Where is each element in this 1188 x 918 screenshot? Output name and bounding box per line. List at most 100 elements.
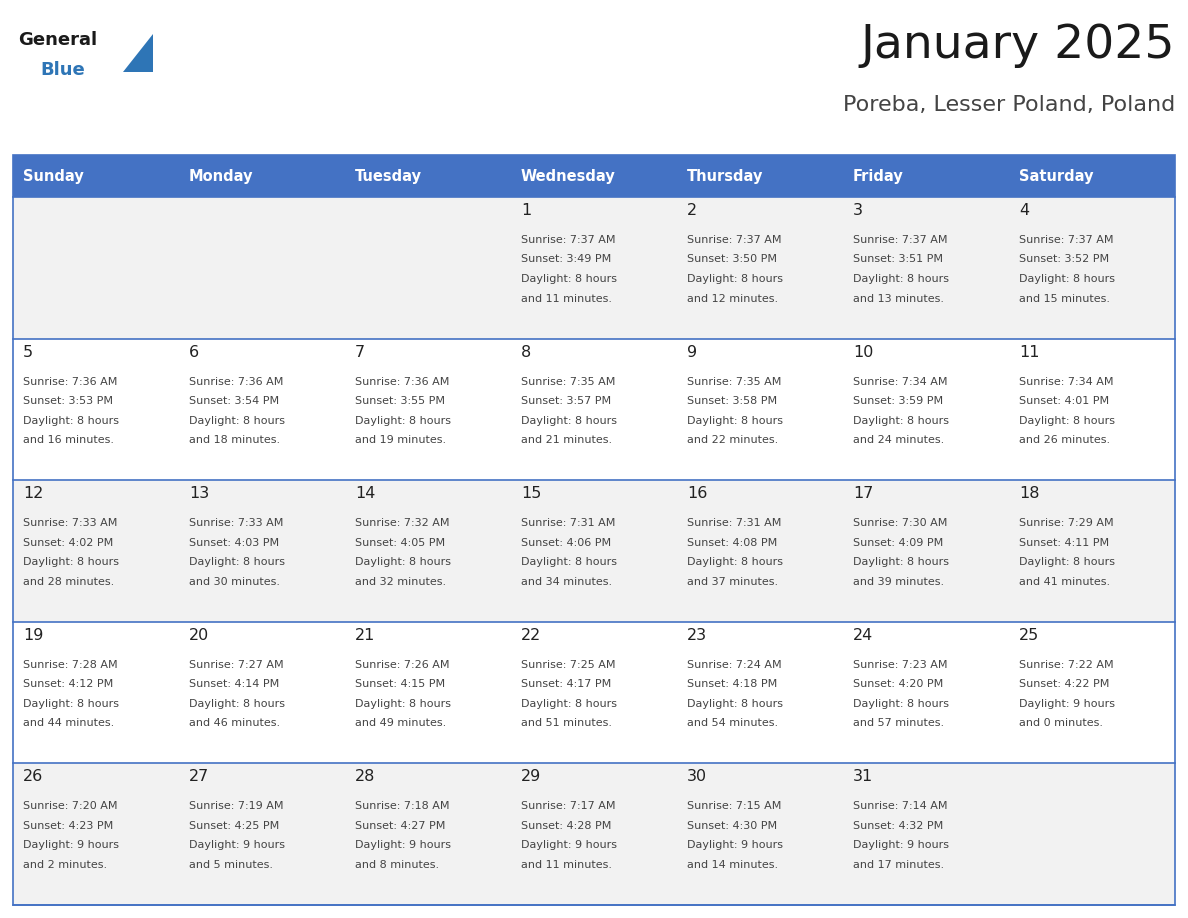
Text: Daylight: 8 hours: Daylight: 8 hours [522,274,617,284]
Text: Sunset: 3:55 PM: Sunset: 3:55 PM [355,396,446,406]
Bar [13,197,1175,339]
Text: Sunset: 4:20 PM: Sunset: 4:20 PM [853,679,943,689]
Text: Sunrise: 7:37 AM: Sunrise: 7:37 AM [1019,235,1113,245]
Text: Sunrise: 7:37 AM: Sunrise: 7:37 AM [687,235,782,245]
Text: Sunrise: 7:31 AM: Sunrise: 7:31 AM [522,518,615,528]
Text: Sunset: 4:22 PM: Sunset: 4:22 PM [1019,679,1110,689]
Text: Friday: Friday [853,169,904,184]
Text: Daylight: 8 hours: Daylight: 8 hours [853,557,949,567]
Text: and 32 minutes.: and 32 minutes. [355,577,447,587]
Text: Daylight: 8 hours: Daylight: 8 hours [687,274,783,284]
Text: Thursday: Thursday [687,169,764,184]
Text: and 26 minutes.: and 26 minutes. [1019,435,1110,445]
Text: Daylight: 8 hours: Daylight: 8 hours [522,699,617,709]
Text: Sunset: 4:01 PM: Sunset: 4:01 PM [1019,396,1110,406]
Text: Sunset: 4:18 PM: Sunset: 4:18 PM [687,679,777,689]
Bar [13,155,179,197]
Text: and 13 minutes.: and 13 minutes. [853,294,944,304]
Bar [345,155,511,197]
Text: Sunrise: 7:36 AM: Sunrise: 7:36 AM [355,376,449,386]
Text: Sunset: 4:05 PM: Sunset: 4:05 PM [355,538,446,548]
Text: Daylight: 9 hours: Daylight: 9 hours [853,840,949,850]
Text: Sunrise: 7:32 AM: Sunrise: 7:32 AM [355,518,449,528]
Text: 31: 31 [853,769,873,784]
Text: Sunrise: 7:37 AM: Sunrise: 7:37 AM [522,235,615,245]
Text: 20: 20 [189,628,209,643]
Text: Sunrise: 7:36 AM: Sunrise: 7:36 AM [23,376,118,386]
Text: Sunset: 4:06 PM: Sunset: 4:06 PM [522,538,611,548]
Text: 19: 19 [23,628,44,643]
Text: Daylight: 9 hours: Daylight: 9 hours [355,840,451,850]
Text: 14: 14 [355,487,375,501]
Text: General: General [18,31,97,49]
Text: Sunrise: 7:33 AM: Sunrise: 7:33 AM [23,518,118,528]
Text: Sunset: 3:50 PM: Sunset: 3:50 PM [687,254,777,264]
Text: Sunset: 4:23 PM: Sunset: 4:23 PM [23,821,113,831]
Text: 17: 17 [853,487,873,501]
Text: Sunset: 4:28 PM: Sunset: 4:28 PM [522,821,612,831]
Text: Daylight: 8 hours: Daylight: 8 hours [189,557,285,567]
Bar [511,155,677,197]
Text: Sunset: 4:25 PM: Sunset: 4:25 PM [189,821,279,831]
Text: Daylight: 9 hours: Daylight: 9 hours [189,840,285,850]
Text: Tuesday: Tuesday [355,169,422,184]
Text: Saturday: Saturday [1019,169,1093,184]
Text: Sunrise: 7:29 AM: Sunrise: 7:29 AM [1019,518,1113,528]
Text: and 18 minutes.: and 18 minutes. [189,435,280,445]
Text: Daylight: 9 hours: Daylight: 9 hours [23,840,119,850]
Text: Sunset: 3:58 PM: Sunset: 3:58 PM [687,396,777,406]
Text: Sunset: 4:14 PM: Sunset: 4:14 PM [189,679,279,689]
Text: Sunrise: 7:24 AM: Sunrise: 7:24 AM [687,660,782,670]
Text: Sunrise: 7:22 AM: Sunrise: 7:22 AM [1019,660,1113,670]
Text: Daylight: 9 hours: Daylight: 9 hours [522,840,617,850]
Text: Sunrise: 7:35 AM: Sunrise: 7:35 AM [522,376,615,386]
Text: and 15 minutes.: and 15 minutes. [1019,294,1110,304]
Text: 30: 30 [687,769,707,784]
Text: 9: 9 [687,344,697,360]
Text: 10: 10 [853,344,873,360]
Text: and 37 minutes.: and 37 minutes. [687,577,778,587]
Text: 13: 13 [189,487,209,501]
Text: Sunrise: 7:36 AM: Sunrise: 7:36 AM [189,376,284,386]
Text: 11: 11 [1019,344,1040,360]
Text: Sunday: Sunday [23,169,83,184]
Text: Daylight: 8 hours: Daylight: 8 hours [355,699,451,709]
Text: Sunrise: 7:28 AM: Sunrise: 7:28 AM [23,660,118,670]
Text: Daylight: 9 hours: Daylight: 9 hours [1019,699,1116,709]
Text: 27: 27 [189,769,209,784]
Text: Sunset: 3:57 PM: Sunset: 3:57 PM [522,396,611,406]
Text: 18: 18 [1019,487,1040,501]
Text: and 41 minutes.: and 41 minutes. [1019,577,1110,587]
Text: 6: 6 [189,344,200,360]
Text: Sunrise: 7:19 AM: Sunrise: 7:19 AM [189,801,284,812]
Text: Sunset: 4:08 PM: Sunset: 4:08 PM [687,538,777,548]
Text: Monday: Monday [189,169,253,184]
Text: and 39 minutes.: and 39 minutes. [853,577,944,587]
Text: 12: 12 [23,487,44,501]
Text: 28: 28 [355,769,375,784]
Text: January 2025: January 2025 [860,23,1175,68]
Text: Daylight: 8 hours: Daylight: 8 hours [522,557,617,567]
Text: Sunrise: 7:35 AM: Sunrise: 7:35 AM [687,376,782,386]
Text: 3: 3 [853,203,862,218]
Bar [677,155,843,197]
Text: and 2 minutes.: and 2 minutes. [23,860,107,870]
Text: Sunrise: 7:18 AM: Sunrise: 7:18 AM [355,801,449,812]
Text: and 54 minutes.: and 54 minutes. [687,718,778,728]
Text: 2: 2 [687,203,697,218]
Text: Sunset: 3:51 PM: Sunset: 3:51 PM [853,254,943,264]
Text: Sunrise: 7:25 AM: Sunrise: 7:25 AM [522,660,615,670]
Text: and 44 minutes.: and 44 minutes. [23,718,114,728]
Text: and 19 minutes.: and 19 minutes. [355,435,447,445]
Text: Daylight: 8 hours: Daylight: 8 hours [687,699,783,709]
Text: Daylight: 8 hours: Daylight: 8 hours [1019,274,1116,284]
Text: and 0 minutes.: and 0 minutes. [1019,718,1102,728]
Text: Daylight: 8 hours: Daylight: 8 hours [355,557,451,567]
Text: and 11 minutes.: and 11 minutes. [522,294,612,304]
Text: Sunset: 3:49 PM: Sunset: 3:49 PM [522,254,612,264]
Bar [1009,155,1175,197]
Text: Sunset: 3:54 PM: Sunset: 3:54 PM [189,396,279,406]
Text: 5: 5 [23,344,33,360]
Text: and 16 minutes.: and 16 minutes. [23,435,114,445]
Text: Daylight: 8 hours: Daylight: 8 hours [687,557,783,567]
